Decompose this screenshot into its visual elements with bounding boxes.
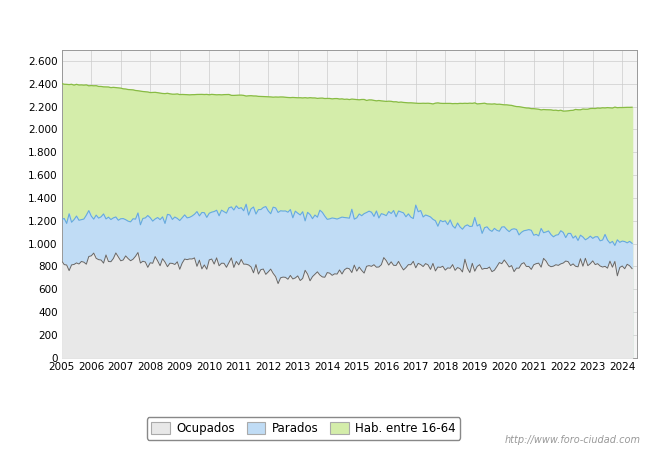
Legend: Ocupados, Parados, Hab. entre 16-64: Ocupados, Parados, Hab. entre 16-64 (147, 417, 460, 440)
Text: http://www.foro-ciudad.com: http://www.foro-ciudad.com (504, 435, 640, 445)
Text: Munera - Evolucion de la poblacion en edad de Trabajar Mayo de 2024: Munera - Evolucion de la poblacion en ed… (104, 18, 546, 31)
